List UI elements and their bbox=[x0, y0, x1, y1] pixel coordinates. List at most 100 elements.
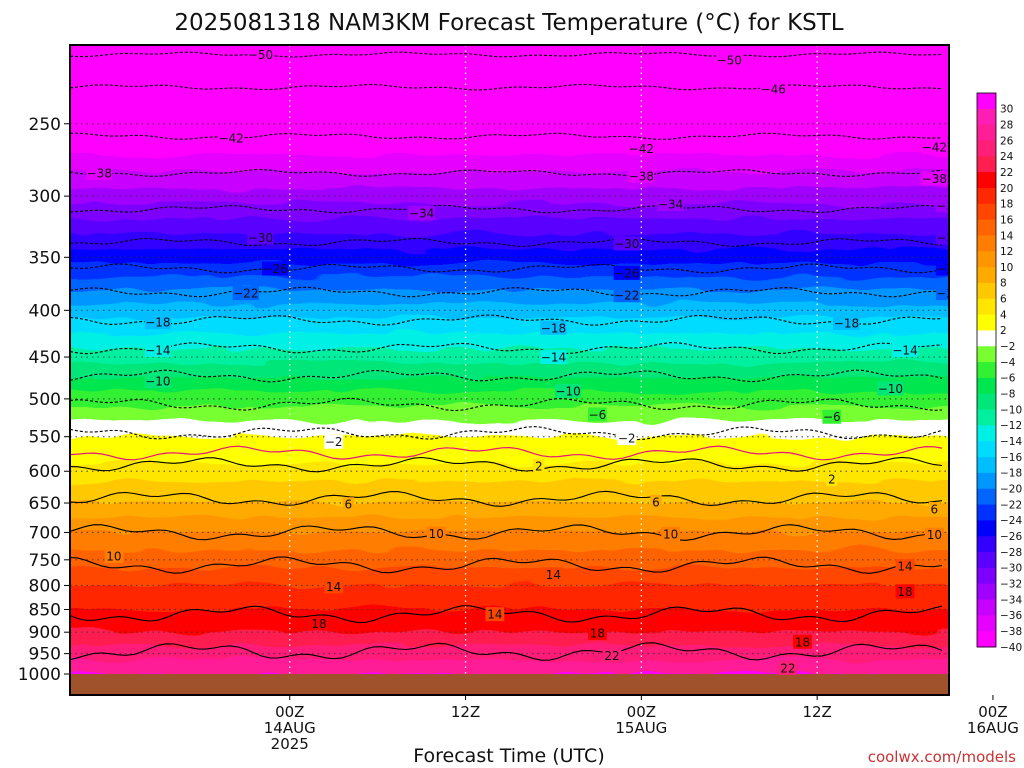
contour-label: 18 bbox=[590, 627, 605, 641]
colorbar-segment bbox=[977, 377, 996, 395]
contour-line bbox=[70, 263, 943, 274]
contour-label-bg bbox=[924, 527, 944, 542]
temp-band bbox=[70, 218, 949, 235]
y-tick-label: 700 bbox=[29, 523, 61, 543]
contour-label-bg bbox=[895, 584, 915, 599]
colorbar-segment bbox=[977, 156, 996, 173]
colorbar-label: −16 bbox=[1000, 452, 1022, 464]
temp-band bbox=[70, 584, 949, 610]
y-tick-label: 900 bbox=[29, 623, 61, 643]
temp-band bbox=[70, 405, 949, 423]
colorbar-segment bbox=[977, 488, 996, 505]
contour-label: −38 bbox=[922, 172, 947, 186]
contour-label-bg bbox=[935, 198, 949, 213]
colorbar-label: 28 bbox=[1000, 120, 1013, 132]
contour-label-bg bbox=[826, 472, 838, 487]
y-tick-label: 750 bbox=[29, 551, 61, 571]
temp-band bbox=[70, 289, 949, 305]
colorbar-label: −14 bbox=[1000, 436, 1022, 448]
colorbar-frame bbox=[976, 92, 997, 648]
temp-band bbox=[70, 363, 949, 379]
contour-label-bg bbox=[602, 648, 622, 663]
contour-label-bg bbox=[822, 409, 842, 424]
contour-label: −30 bbox=[614, 237, 639, 251]
contour-label-bg bbox=[144, 374, 171, 389]
colorbar-segment bbox=[977, 187, 996, 205]
contour-label-bg bbox=[617, 431, 637, 446]
contour-label-bg bbox=[716, 53, 743, 68]
contour-label: 18 bbox=[311, 617, 326, 631]
colorbar-segment bbox=[977, 219, 996, 236]
contour-line bbox=[70, 490, 943, 507]
chart-title: 2025081318 NAM3KM Forecast Temperature (… bbox=[174, 10, 843, 36]
contour-label: −22 bbox=[233, 287, 258, 301]
contour-label-bg bbox=[613, 236, 640, 251]
contour-label: −26 bbox=[262, 262, 287, 276]
contour-line bbox=[70, 524, 943, 541]
colorbar-segment bbox=[977, 599, 996, 616]
colorbar-label: −40 bbox=[1000, 642, 1022, 654]
colorbar-segment bbox=[977, 298, 996, 315]
contour-label: −22 bbox=[936, 287, 961, 301]
y-tick-label: 450 bbox=[29, 348, 61, 368]
contour-label-bg bbox=[650, 494, 662, 509]
contour-label: 10 bbox=[663, 528, 678, 542]
colorbar-label: 20 bbox=[1000, 183, 1013, 195]
contour-line bbox=[70, 342, 943, 355]
contour-label-bg bbox=[928, 502, 941, 517]
temp-band bbox=[70, 171, 949, 189]
contour-label: −22 bbox=[614, 289, 639, 303]
contour-label-bg bbox=[628, 141, 655, 156]
temp-band bbox=[70, 481, 949, 504]
contour-label: 6 bbox=[345, 498, 353, 512]
contour-label-bg bbox=[921, 171, 948, 186]
colorbar-label: 14 bbox=[1000, 230, 1014, 242]
y-tick-label: 550 bbox=[29, 428, 61, 448]
contour-line bbox=[70, 314, 943, 326]
x-tick-label: 00Z bbox=[275, 703, 304, 721]
contour-line bbox=[70, 168, 943, 178]
contour-label: 2 bbox=[535, 459, 543, 473]
contour-label-bg bbox=[657, 196, 684, 211]
colorbar-label: −36 bbox=[1000, 610, 1022, 622]
y-tick-label: 400 bbox=[29, 301, 61, 321]
colorbar-label: −18 bbox=[1000, 468, 1022, 480]
contour-line bbox=[70, 132, 943, 140]
contour-label: −34 bbox=[658, 197, 683, 211]
contour-label-bg bbox=[247, 230, 274, 245]
colorbar-label: −4 bbox=[1000, 357, 1016, 369]
y-tick-label: 500 bbox=[29, 390, 61, 410]
contour-label-bg bbox=[895, 559, 915, 574]
colorbar-label: −32 bbox=[1000, 579, 1022, 591]
contour-label-bg bbox=[218, 130, 245, 145]
y-tick-label: 800 bbox=[29, 576, 61, 596]
colorbar-label: −28 bbox=[1000, 547, 1022, 559]
contour-label-bg bbox=[793, 634, 812, 649]
contour-label: 6 bbox=[652, 495, 660, 509]
temp-band bbox=[70, 203, 949, 220]
contour-label-bg bbox=[324, 434, 344, 449]
contour-label: 2 bbox=[828, 473, 836, 487]
colorbar-label: −10 bbox=[1000, 404, 1022, 416]
contour-label: −10 bbox=[145, 375, 170, 389]
temp-band bbox=[70, 377, 949, 393]
colorbar-label: −26 bbox=[1000, 531, 1022, 543]
temp-band bbox=[70, 317, 949, 335]
contour-label-bg bbox=[104, 549, 124, 564]
y-tick-label: 600 bbox=[29, 462, 61, 482]
colorbar-segment bbox=[977, 425, 996, 442]
contour-label: −14 bbox=[145, 343, 170, 357]
contour-label: 18 bbox=[795, 635, 810, 649]
colorbar-segment bbox=[977, 282, 996, 300]
contour-line bbox=[70, 605, 943, 624]
colorbar-label: −34 bbox=[1000, 594, 1022, 606]
contour-label: −18 bbox=[834, 317, 859, 331]
contour-label: 14 bbox=[897, 560, 912, 574]
contour-label: −26 bbox=[614, 266, 639, 280]
colorbar-segment bbox=[977, 330, 996, 347]
colorbar-segment bbox=[977, 472, 996, 490]
colorbar-segment bbox=[977, 409, 996, 426]
plot-area: −50 −50 −46 −42 −42 −42 −38 −38 −38 −34 −34 −34 −30 −… bbox=[70, 45, 961, 695]
temp-band bbox=[70, 276, 949, 291]
pressure-axis: 250 300 350 400 450 500 550 600 650 700 750 800 850 9… bbox=[18, 115, 70, 685]
